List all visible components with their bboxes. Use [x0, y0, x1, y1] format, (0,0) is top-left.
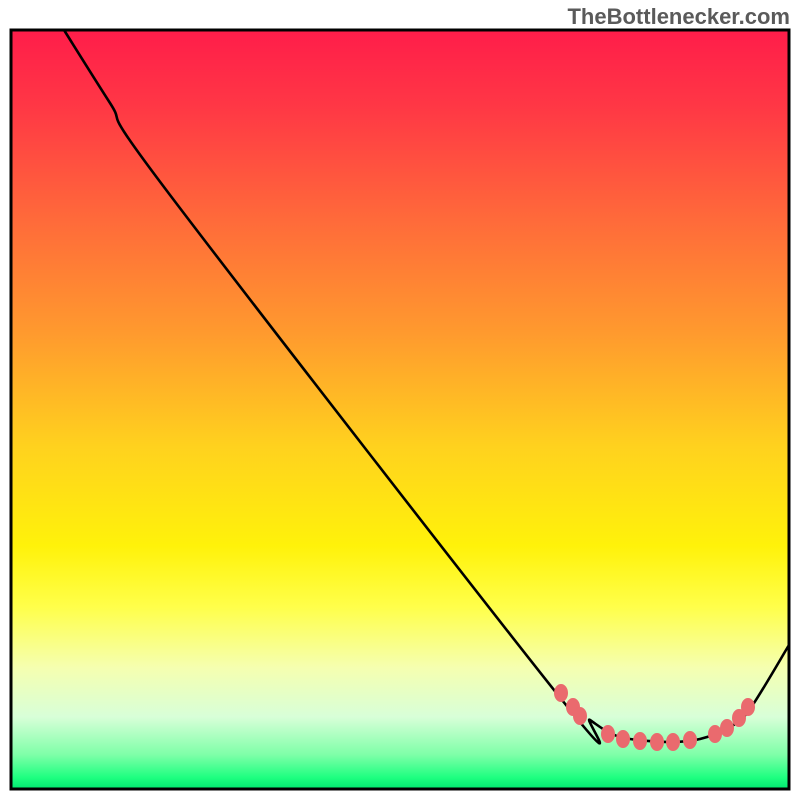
- curve-marker: [708, 725, 722, 743]
- curve-marker: [554, 684, 568, 702]
- curve-marker: [683, 731, 697, 749]
- curve-marker: [666, 733, 680, 751]
- curve-marker: [633, 732, 647, 750]
- curve-marker: [720, 719, 734, 737]
- curve-marker: [741, 698, 755, 716]
- curve-marker: [573, 707, 587, 725]
- plot-background: [11, 30, 789, 789]
- curve-marker: [616, 730, 630, 748]
- bottleneck-chart: [0, 0, 800, 800]
- watermark-text: TheBottlenecker.com: [567, 4, 790, 30]
- curve-marker: [650, 733, 664, 751]
- curve-marker: [601, 725, 615, 743]
- chart-container: { "watermark": { "text": "TheBottlenecke…: [0, 0, 800, 800]
